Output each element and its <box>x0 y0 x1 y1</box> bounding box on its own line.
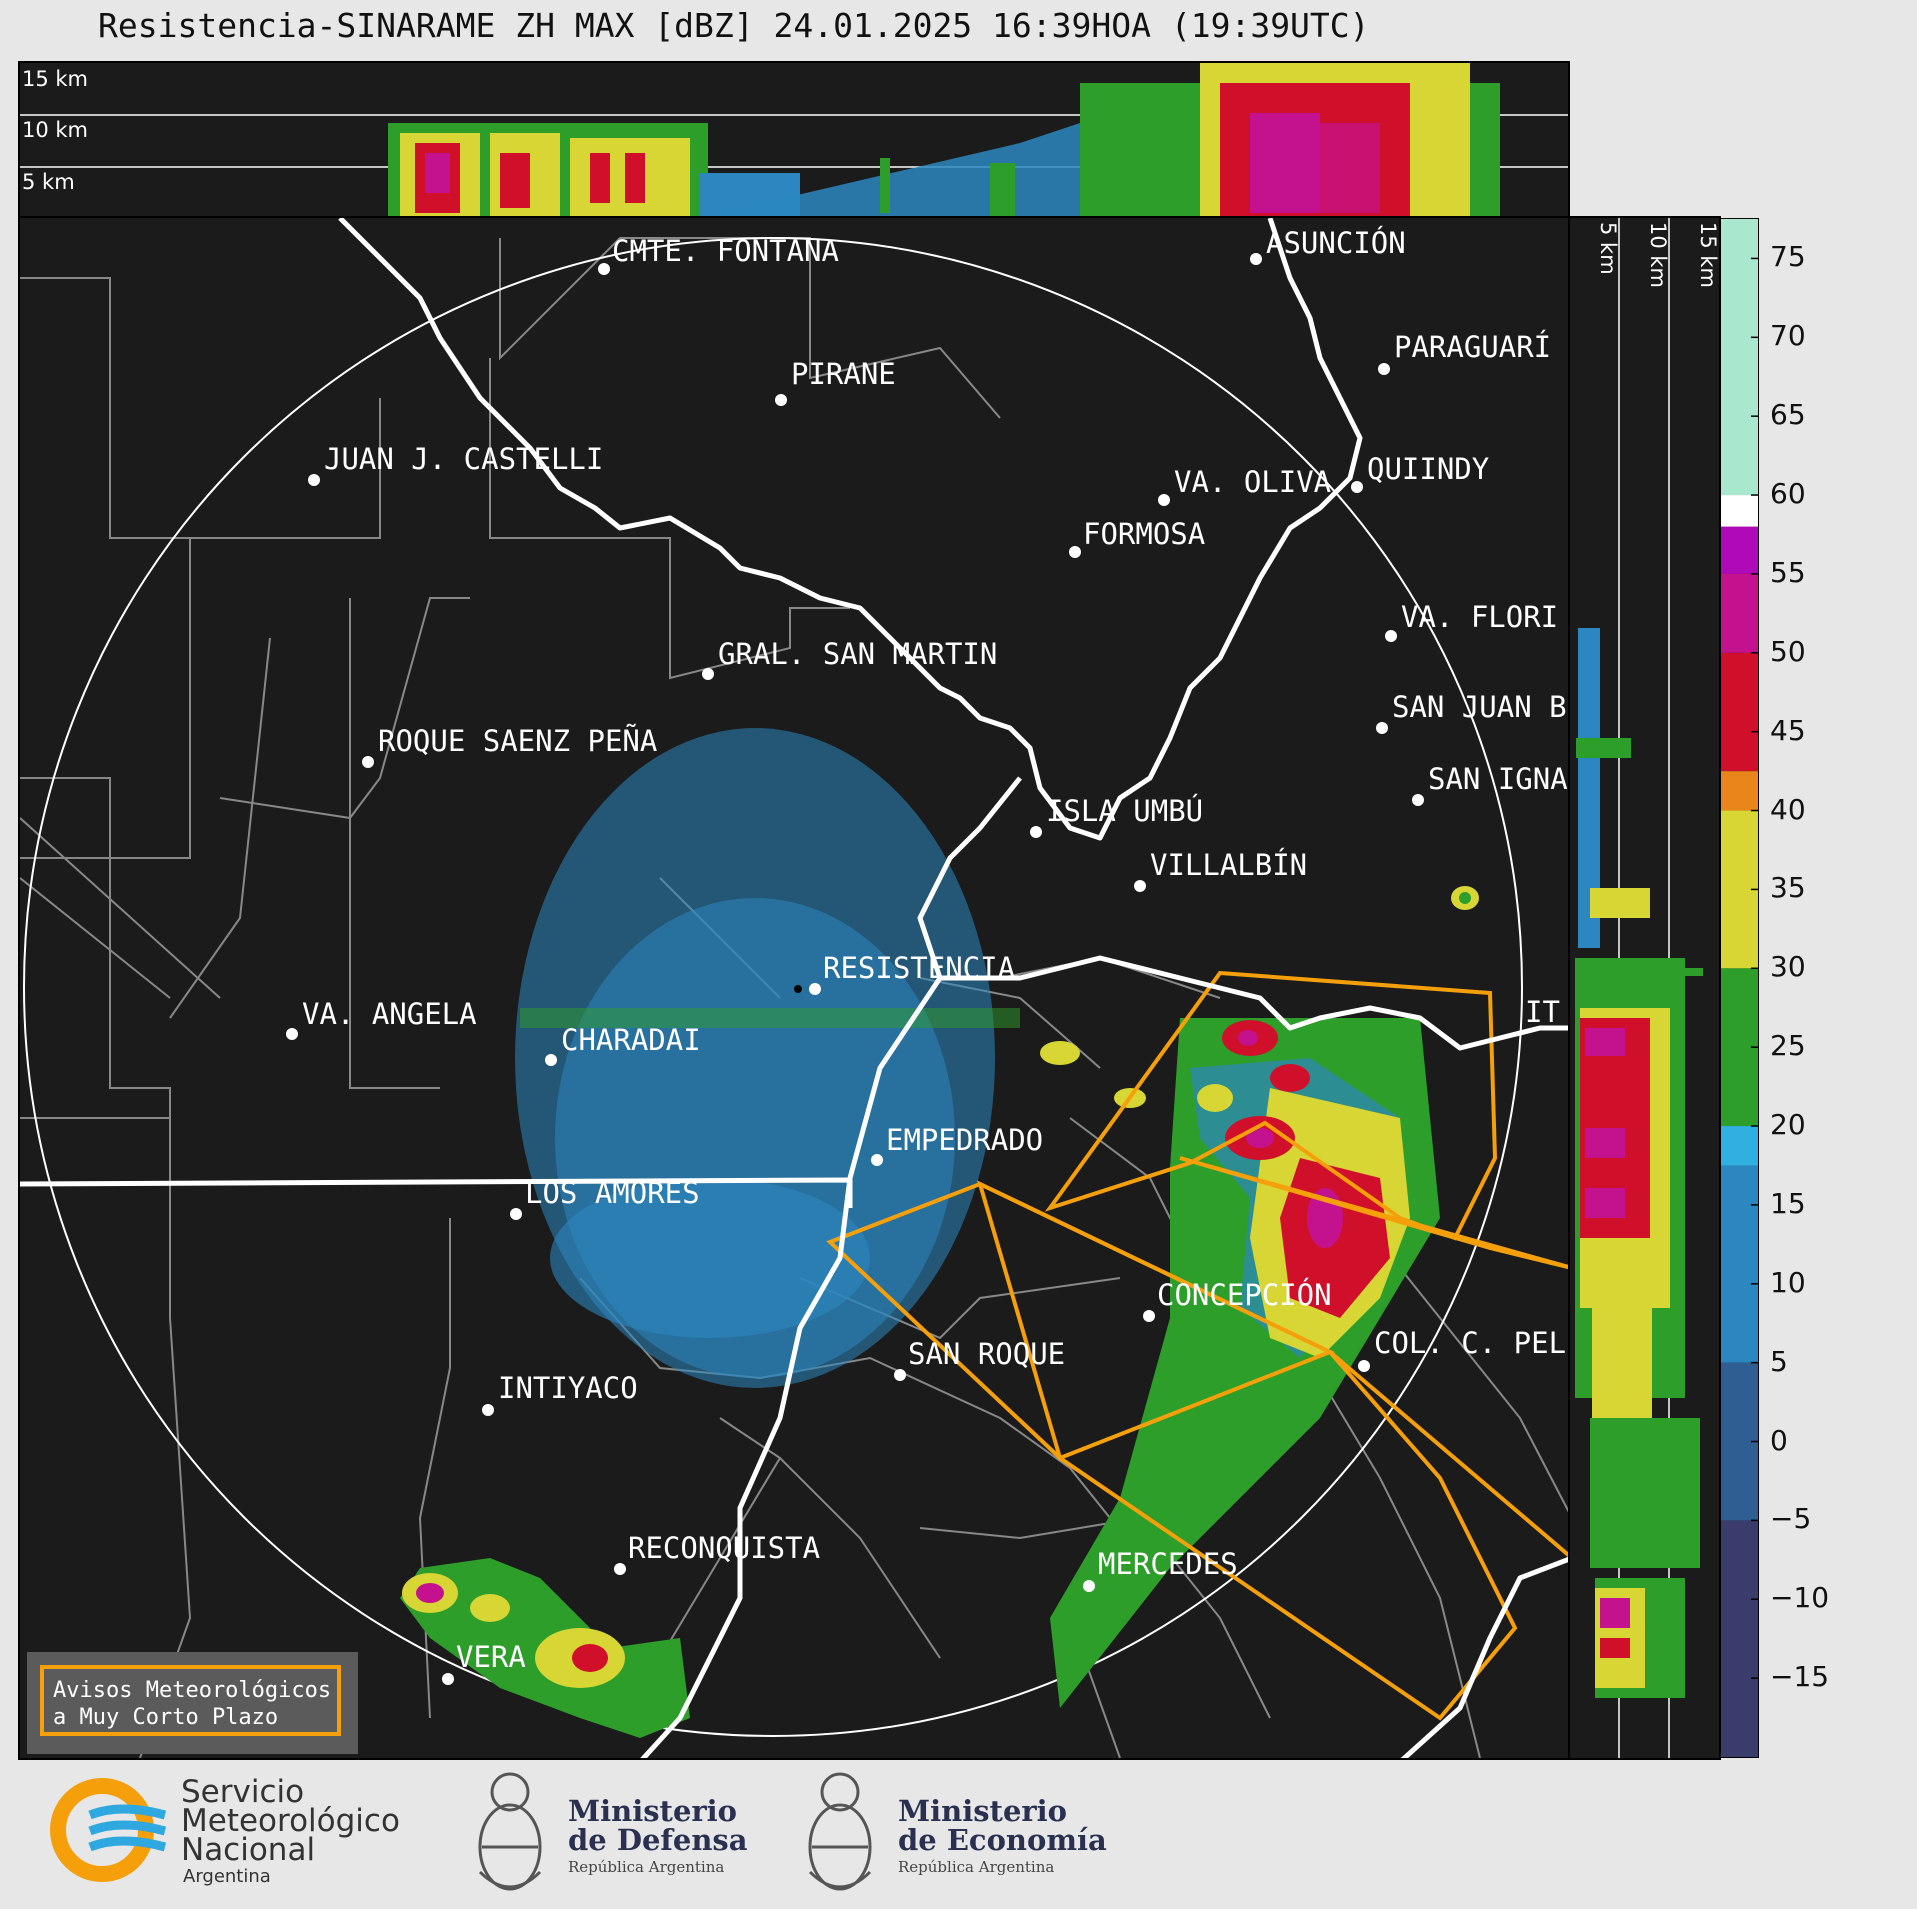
colorbar-tick-label: 45 <box>1770 713 1806 747</box>
top-echo-west <box>388 123 800 216</box>
city-label: MERCEDES <box>1098 1547 1238 1581</box>
city-label: FORMOSA <box>1083 517 1205 551</box>
city-label: COL. C. PEL <box>1374 1326 1566 1360</box>
colorbar-tick-label: 65 <box>1770 398 1806 432</box>
side-height-label-10: 10 km <box>1646 222 1670 288</box>
colorbar-tick-label: −15 <box>1770 1660 1830 1694</box>
top-cross-section-plot: 15 km 10 km 5 km <box>20 63 1568 216</box>
colorbar-tick-label: 50 <box>1770 634 1806 668</box>
colorbar-tick-label: 25 <box>1770 1029 1806 1063</box>
colorbar-band <box>1721 1126 1758 1166</box>
smn-logo-icon <box>50 1778 167 1882</box>
dbz-colorbar <box>1720 218 1759 1758</box>
colorbar-band <box>1721 1520 1758 1757</box>
city-label: VA. ANGELA <box>302 997 477 1031</box>
colorbar-band <box>1721 652 1758 772</box>
city-label: LOS AMORES <box>525 1176 700 1210</box>
defensa-sub: República Argentina <box>568 1858 725 1876</box>
colorbar-tick-label: 5 <box>1770 1344 1788 1378</box>
avisos-line-1: Avisos Meteorológicos <box>53 1678 332 1703</box>
city-label: GRAL. SAN MARTIN <box>718 637 997 671</box>
city-label: VILLALBÍN <box>1150 848 1307 882</box>
chart-title: Resistencia-SINARAME ZH MAX [dBZ] 24.01.… <box>98 6 1370 45</box>
smn-line-3: Nacional <box>181 1832 316 1868</box>
city-label: IT <box>1525 995 1560 1029</box>
colorbar-band <box>1721 1165 1758 1363</box>
city-label: RESISTENCIA <box>823 951 1015 985</box>
smn-name: Servicio Meteorológico Nacional <box>181 1774 400 1868</box>
city-label: RECONQUISTA <box>628 1531 820 1565</box>
city-label: CMTE. FONTANA <box>612 234 839 268</box>
colorbar-tick-label: 70 <box>1770 319 1806 353</box>
city-label: PIRANE <box>791 357 896 391</box>
rivers-borders <box>20 218 1568 1758</box>
avisos-line-2: a Muy Corto Plazo <box>53 1705 279 1730</box>
city-label: ASUNCIÓN <box>1266 226 1406 260</box>
colorbar-band <box>1721 771 1758 811</box>
coat-of-arms-icon <box>808 1772 872 1891</box>
city-label: CONCEPCIÓN <box>1157 1278 1332 1312</box>
colorbar-tick-label: 75 <box>1770 240 1806 274</box>
city-label: VA. FLORI <box>1401 600 1558 634</box>
radar-map: CMTE. FONTANA ASUNCIÓN PARAGUARÍ PIRANE … <box>20 218 1568 1758</box>
side-cross-section-panel: 5 km 10 km 15 km <box>1568 216 1721 1760</box>
avisos-frame: Avisos Meteorológicos a Muy Corto Plazo <box>40 1665 341 1736</box>
side-height-label-5: 5 km <box>1596 222 1620 275</box>
smn-line-1: Servicio <box>181 1774 305 1810</box>
warning-polygons <box>826 970 1568 1721</box>
side-cross-section-plot: 5 km 10 km 15 km <box>1575 218 1720 1758</box>
city-label: VERA <box>456 1640 526 1674</box>
colorbar-tick-label: 30 <box>1770 950 1806 984</box>
colorbar-bands <box>1721 219 1758 1757</box>
smn-line-2: Meteorológico <box>181 1803 400 1839</box>
colorbar-band <box>1721 526 1758 574</box>
colorbar-tick-label: 40 <box>1770 792 1806 826</box>
city-label: EMPEDRADO <box>886 1123 1043 1157</box>
city-label: SAN JUAN B <box>1392 690 1567 724</box>
avisos-badge[interactable]: Avisos Meteorológicos a Muy Corto Plazo <box>27 1652 358 1754</box>
city-label: JUAN J. CASTELLI <box>324 442 603 476</box>
colorbar-tick-label: −5 <box>1770 1502 1812 1536</box>
city-label: ROQUE SAENZ PEÑA <box>378 724 657 758</box>
colorbar-band <box>1721 495 1758 527</box>
city-markers: CMTE. FONTANA ASUNCIÓN PARAGUARÍ PIRANE … <box>286 226 1568 1685</box>
radar-map-panel: CMTE. FONTANA ASUNCIÓN PARAGUARÍ PIRANE … <box>18 216 1570 1760</box>
top-height-label-15: 15 km <box>22 67 88 91</box>
coat-of-arms-icon <box>478 1772 542 1891</box>
colorbar-tick-label: 10 <box>1770 1265 1806 1299</box>
city-label: ISLA UMBÚ <box>1046 794 1203 828</box>
city-label: SAN ROQUE <box>908 1337 1065 1371</box>
economia-line-1: Ministerio <box>898 1794 1068 1828</box>
colorbar-band <box>1721 573 1758 653</box>
range-ring <box>23 237 1523 1737</box>
smn-country: Argentina <box>183 1866 271 1887</box>
defensa-name: Ministerio de Defensa <box>568 1797 748 1855</box>
top-height-label-5: 5 km <box>22 170 75 194</box>
economia-sub: República Argentina <box>898 1858 1055 1876</box>
colorbar-tick-label: 55 <box>1770 555 1806 589</box>
top-echo-east <box>1080 63 1500 216</box>
colorbar-tick-label: 20 <box>1770 1108 1806 1142</box>
economia-line-2: de Economía <box>898 1823 1107 1857</box>
city-label: SAN IGNA <box>1428 762 1568 796</box>
colorbar-tick-label: 0 <box>1770 1423 1788 1457</box>
side-echoes <box>1575 628 1703 1698</box>
side-height-label-15: 15 km <box>1696 222 1720 288</box>
defensa-line-2: de Defensa <box>568 1823 748 1857</box>
colorbar-tick-label: 35 <box>1770 871 1806 905</box>
top-echo-center <box>720 123 1080 216</box>
city-label: PARAGUARÍ <box>1394 330 1551 364</box>
colorbar-tick-label: 60 <box>1770 477 1806 511</box>
top-height-label-10: 10 km <box>22 118 88 142</box>
city-label: CHARADAI <box>561 1023 701 1057</box>
top-cross-section-panel: 15 km 10 km 5 km <box>18 61 1570 218</box>
city-label: VA. OLIVA <box>1174 465 1331 499</box>
city-label: QUIINDY <box>1367 452 1489 486</box>
colorbar-band <box>1721 219 1758 496</box>
city-label: INTIYACO <box>498 1371 638 1405</box>
defensa-line-1: Ministerio <box>568 1794 738 1828</box>
colorbar-tick-label: 15 <box>1770 1186 1806 1220</box>
economia-name: Ministerio de Economía <box>898 1797 1107 1855</box>
colorbar-tick-label: −10 <box>1770 1581 1830 1615</box>
